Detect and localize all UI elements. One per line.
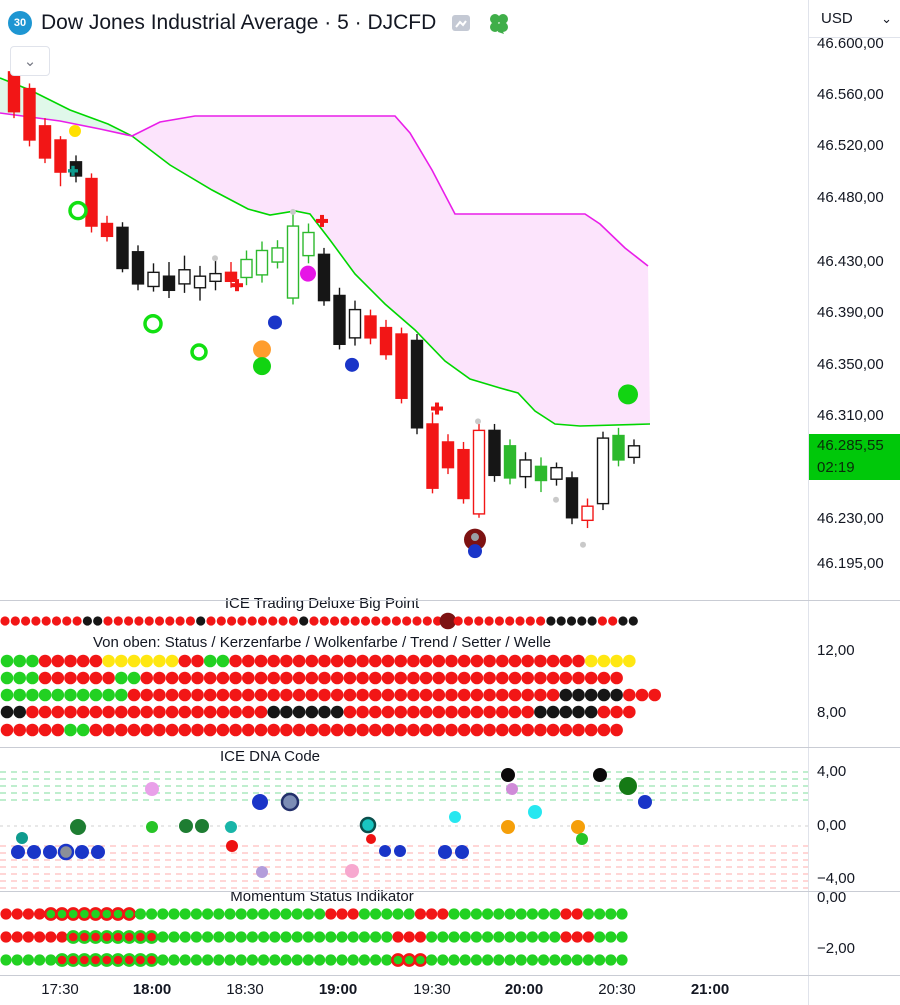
price-axis-label: 0,00 [817, 817, 847, 834]
price-axis-label: 46.350,00 [817, 355, 884, 373]
price-axis-label: 4,00 [817, 763, 847, 780]
bar-countdown: 02:19 [817, 458, 855, 476]
currency-dropdown[interactable]: USD ⌄ [808, 0, 900, 38]
legend-collapse-button[interactable]: ⌄ [10, 46, 50, 76]
chevron-down-icon: ⌄ [881, 11, 892, 26]
price-axis-label: 46.600,00 [817, 34, 884, 52]
price-axis-label: 12,00 [817, 642, 855, 659]
last-price-badge: 46.285,55 02:19 [809, 433, 900, 480]
price-axis-label: 46.195,00 [817, 555, 884, 573]
price-axis-label: 46.430,00 [817, 253, 884, 271]
panel1-title: ICE Trading Deluxe Big Point [224, 595, 420, 612]
price-axis-label: 46.230,00 [817, 510, 884, 528]
price-axis-label: 8,00 [817, 704, 847, 721]
pane-separator[interactable] [0, 600, 900, 601]
price-axis-label: −2,00 [817, 940, 855, 957]
time-axis-label: 17:30 [41, 981, 79, 998]
price-axis-label: 46.390,00 [817, 304, 884, 322]
chart-canvas[interactable] [0, 0, 808, 1005]
chevron-down-icon: ⌄ [23, 53, 37, 70]
price-axis-label: 46.480,00 [817, 188, 884, 206]
image-icon[interactable] [450, 12, 472, 34]
time-axis-label: 19:30 [413, 981, 451, 998]
currency-label: USD [821, 10, 853, 27]
panel3-title: Momentum Status Indikator [230, 888, 414, 905]
price-axis-label: 46.520,00 [817, 137, 884, 155]
chart-header: 30 Dow Jones Industrial Average · 5 · DJ… [0, 0, 808, 45]
clover-icon[interactable] [486, 10, 512, 36]
time-axis[interactable]: 17:30 18:00 18:30 19:00 19:30 20:00 20:30 21:00 [0, 975, 808, 1005]
symbol-title[interactable]: Dow Jones Industrial Average · 5 · DJCFD [41, 10, 437, 34]
last-price-value: 46.285,55 [817, 436, 884, 454]
time-axis-label: 20:30 [598, 981, 636, 998]
panel1-subtitle: Von oben: Status / Kerzenfarbe / Wolkenf… [92, 634, 552, 651]
pane-separator[interactable] [0, 747, 900, 748]
price-axis-label: −4,00 [817, 870, 855, 887]
price-axis-label: 46.310,00 [817, 407, 884, 425]
price-axis-label: 46.560,00 [817, 86, 884, 103]
time-axis-label: 21:00 [690, 981, 730, 998]
pane-separator[interactable] [0, 891, 900, 892]
price-axis[interactable]: 46.285,55 02:19 46.600,00 46.560,00 46.520… [808, 0, 900, 1005]
time-axis-label: 19:00 [318, 981, 358, 998]
pane-separator[interactable] [0, 975, 900, 976]
time-axis-label: 18:00 [132, 981, 172, 998]
count-badge[interactable]: 30 [8, 10, 32, 35]
panel2-title: ICE DNA Code [219, 748, 321, 765]
time-axis-label: 18:30 [226, 981, 264, 998]
price-axis-label: 0,00 [817, 889, 847, 906]
time-axis-label: 20:00 [504, 981, 544, 998]
